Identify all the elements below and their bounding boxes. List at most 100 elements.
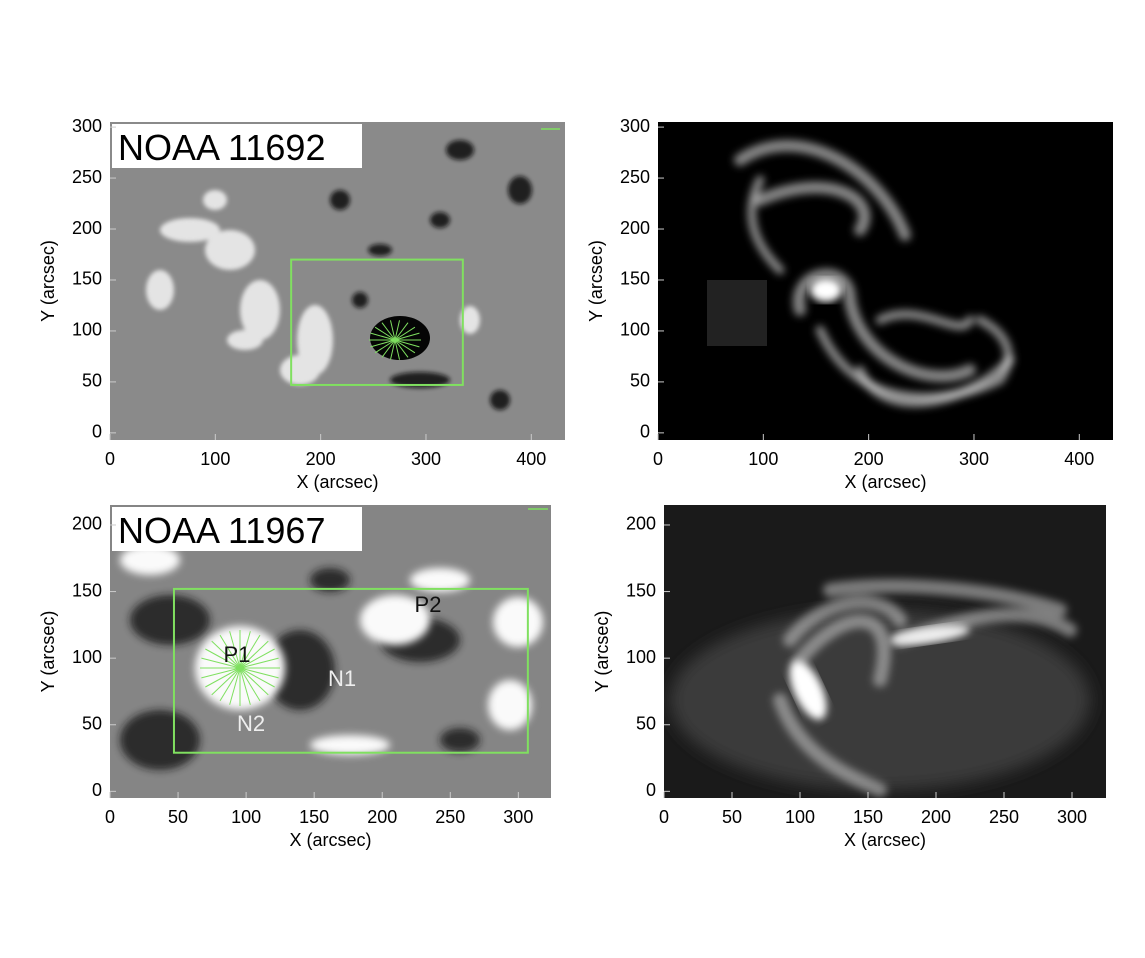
plage: [280, 355, 320, 385]
flux: [490, 390, 510, 410]
x-axis-label: X (arcsec): [844, 472, 926, 492]
x-tick-label: 200: [854, 449, 884, 469]
field-vector: [239, 631, 251, 669]
flux: [488, 680, 532, 730]
field-vector: [370, 339, 396, 348]
flux: [410, 568, 470, 592]
field-vector: [205, 667, 241, 688]
flux: [446, 140, 474, 160]
x-tick-label: 0: [659, 807, 669, 827]
flux: [430, 212, 450, 228]
loop: [875, 309, 975, 331]
x-tick-label: 50: [722, 807, 742, 827]
x-tick-label: 250: [989, 807, 1019, 827]
flux: [310, 735, 390, 755]
y-tick-label: 100: [626, 647, 656, 667]
annotation: NOAA 11967: [118, 510, 325, 551]
flux: [130, 595, 210, 645]
field-vector: [205, 648, 241, 669]
flux: [440, 728, 480, 752]
x-tick-label: 100: [748, 449, 778, 469]
x-tick-label: 300: [959, 449, 989, 469]
bright-core: [789, 660, 827, 720]
field-vector: [374, 326, 396, 341]
y-tick-label: 300: [620, 116, 650, 136]
y-tick-label: 200: [626, 514, 656, 534]
loops: [734, 139, 1015, 408]
y-tick-label: 50: [630, 371, 650, 391]
data-edge: [707, 280, 767, 346]
field-vector: [201, 667, 241, 679]
x-tick-label: 50: [168, 807, 188, 827]
region-label: P2: [415, 592, 442, 617]
field-vector: [239, 667, 269, 696]
field-vector: [219, 667, 241, 702]
plage: [227, 330, 263, 350]
flux: [120, 710, 200, 770]
field-vector: [370, 332, 396, 341]
loop: [823, 579, 1067, 617]
image-magnetogram: [110, 505, 551, 798]
y-tick-label: 300: [72, 116, 102, 136]
y-tick-label: 0: [640, 422, 650, 442]
y-tick-label: 150: [620, 269, 650, 289]
loop: [754, 181, 871, 236]
image-euv: [658, 122, 1113, 440]
plage: [460, 306, 480, 334]
field-vector: [394, 339, 420, 348]
y-axis-label: Y (arcsec): [592, 611, 612, 693]
loop: [793, 614, 891, 687]
x-tick-label: 100: [785, 807, 815, 827]
field-vector: [381, 322, 396, 341]
field-vector: [239, 667, 279, 679]
field-vector: [239, 657, 279, 669]
field-vector: [394, 320, 401, 341]
y-tick-label: 50: [82, 371, 102, 391]
flux: [120, 545, 180, 575]
field-vector: [239, 640, 269, 669]
image-magnetogram: [110, 122, 565, 440]
x-tick-label: 200: [921, 807, 951, 827]
x-tick-label: 0: [105, 449, 115, 469]
plage: [240, 280, 280, 340]
field-vector: [389, 320, 396, 341]
loop: [783, 595, 907, 647]
y-tick-label: 100: [620, 320, 650, 340]
y-tick-label: 250: [620, 167, 650, 187]
y-tick-label: 0: [92, 422, 102, 442]
x-tick-label: 300: [503, 807, 533, 827]
x-tick-label: 0: [105, 807, 115, 827]
y-tick-label: 150: [72, 580, 102, 600]
panel: P1 P2 N1 N2 NOAA 11967 0 50 100 150 200 250 300 0 50 1…: [38, 505, 551, 850]
loop: [773, 693, 887, 797]
haze: [670, 610, 1090, 790]
field-vector: [219, 634, 241, 669]
annotation-box: [112, 124, 362, 168]
field-vector: [239, 667, 275, 688]
y-tick-label: 250: [72, 167, 102, 187]
region-box: [290, 258, 464, 386]
white-plage: [146, 190, 480, 385]
loop: [855, 355, 1015, 408]
field-vector: [394, 339, 409, 358]
y-tick-label: 200: [72, 514, 102, 534]
flux: [352, 292, 368, 308]
y-tick-label: 50: [82, 714, 102, 734]
field-vector: [201, 657, 241, 669]
y-axis-label: Y (arcsec): [586, 240, 606, 322]
x-axis-label: X (arcsec): [296, 472, 378, 492]
loop: [734, 139, 911, 241]
x-axis-label: X (arcsec): [289, 830, 371, 850]
region-label: N1: [328, 666, 356, 691]
plage: [203, 190, 227, 210]
x-tick-label: 200: [306, 449, 336, 469]
field-vector: [211, 640, 241, 669]
x-tick-label: 100: [231, 807, 261, 827]
x-tick-label: 250: [435, 807, 465, 827]
loop: [747, 175, 785, 275]
field-vector: [394, 339, 416, 354]
flux: [310, 568, 350, 592]
field-vector: [239, 648, 275, 669]
field-vector: [239, 667, 261, 702]
